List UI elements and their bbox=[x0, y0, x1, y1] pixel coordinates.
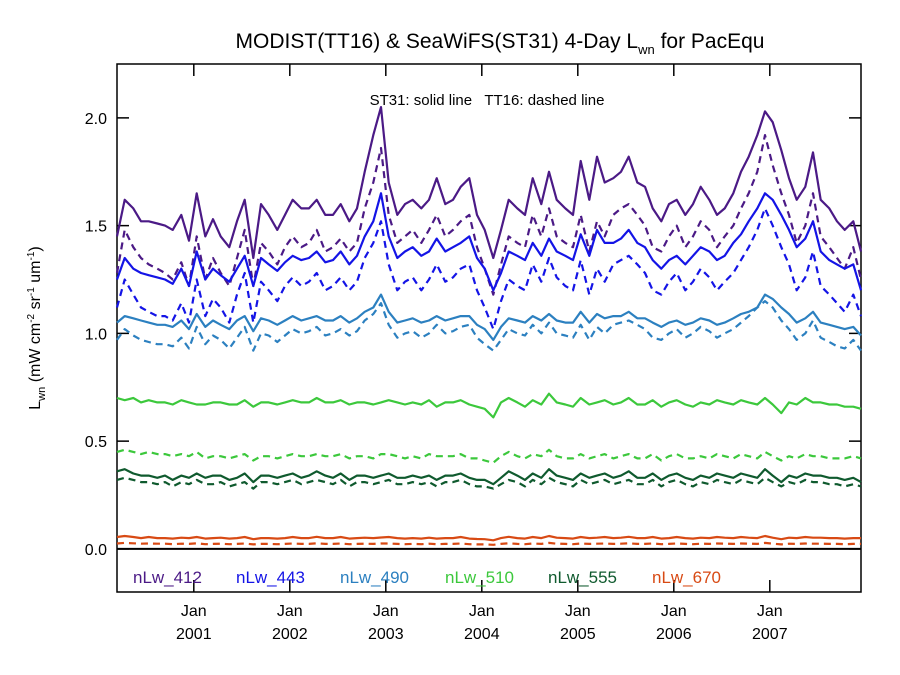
y-tick-label: 1.0 bbox=[85, 326, 107, 343]
x-axis-ticks: Jan 2001 Jan 2002 Jan 2003 Jan 2004 Jan 2005 Jan 20… bbox=[176, 64, 788, 643]
x-tick-label-year: 2007 bbox=[752, 626, 788, 643]
chart-title-tail: for PacEqu bbox=[655, 30, 765, 53]
chart-title-main: MODIST(TT16) & SeaWiFS(ST31) 4-Day L bbox=[236, 30, 639, 53]
x-tick-label-month: Jan bbox=[757, 603, 783, 620]
series-line-nlw-443-tt16 bbox=[115, 207, 863, 331]
series-line-nlw-670-tt16 bbox=[116, 541, 861, 546]
series-line-nlw-490-st31 bbox=[116, 293, 862, 341]
y-axis-label-mid: sr bbox=[27, 295, 44, 313]
y-axis-label-main: L bbox=[27, 401, 44, 410]
series-line-nlw-443-st31 bbox=[115, 192, 863, 292]
series-line-nlw-490-tt16 bbox=[116, 300, 862, 352]
legend-item-nlw-510: nLw_510 bbox=[445, 568, 514, 587]
series-line-nlw-412-st31 bbox=[115, 105, 863, 260]
legend: nLw_412 nLw_443 nLw_490 nLw_510 nLw_555 nLw_6… bbox=[133, 568, 721, 587]
series-line-nlw-510-tt16 bbox=[116, 448, 862, 464]
legend-item-nlw-490: nLw_490 bbox=[340, 568, 409, 587]
series-line-nlw-510-st31 bbox=[116, 392, 862, 419]
x-tick-label-year: 2002 bbox=[272, 626, 308, 643]
y-axis-label-exp2: -1 bbox=[26, 287, 37, 296]
legend-item-nlw-412: nLw_412 bbox=[133, 568, 202, 587]
x-tick-label-month: Jan bbox=[661, 603, 687, 620]
chart-title-subscript: wn bbox=[637, 42, 655, 57]
y-axis-label-exp1: -2 bbox=[26, 313, 37, 322]
y-tick-label: 2.0 bbox=[85, 111, 107, 128]
x-tick-label-year: 2006 bbox=[656, 626, 692, 643]
x-tick-label-month: Jan bbox=[181, 603, 207, 620]
legend-item-nlw-670: nLw_670 bbox=[652, 568, 721, 587]
y-axis-label: Lwn (mW cm-2 sr-1 um-1) bbox=[26, 246, 48, 409]
series-lines bbox=[115, 105, 863, 546]
y-tick-label: 1.5 bbox=[85, 219, 107, 236]
series-line-nlw-555-tt16 bbox=[116, 476, 862, 490]
x-tick-label-month: Jan bbox=[373, 603, 399, 620]
y-axis-label-mid2: um bbox=[27, 261, 44, 288]
x-tick-label-year: 2001 bbox=[176, 626, 212, 643]
y-axis-label-close: ) bbox=[27, 246, 44, 251]
series-line-nlw-412-tt16 bbox=[115, 134, 863, 296]
x-tick-label-year: 2004 bbox=[464, 626, 500, 643]
legend-item-nlw-443: nLw_443 bbox=[236, 568, 305, 587]
x-tick-label-month: Jan bbox=[469, 603, 495, 620]
plot-frame bbox=[116, 63, 862, 593]
x-tick-label-year: 2003 bbox=[368, 626, 404, 643]
x-tick-label-year: 2005 bbox=[560, 626, 596, 643]
y-tick-label: 0.5 bbox=[85, 434, 107, 451]
chart-title: MODIST(TT16) & SeaWiFS(ST31) 4-Day Lwn f… bbox=[236, 30, 765, 57]
x-tick-label-month: Jan bbox=[277, 603, 303, 620]
series-line-nlw-670-st31 bbox=[116, 534, 861, 542]
x-tick-label-month: Jan bbox=[565, 603, 591, 620]
y-axis-label-units: (mW cm bbox=[27, 323, 44, 387]
y-axis-label-exp3: -1 bbox=[26, 251, 37, 260]
legend-item-nlw-555: nLw_555 bbox=[548, 568, 617, 587]
y-tick-label: 0.0 bbox=[85, 542, 107, 559]
series-line-nlw-555-st31 bbox=[116, 468, 862, 486]
line-style-annotation: ST31: solid line TT16: dashed line bbox=[370, 92, 605, 109]
y-axis-label-sub: wn bbox=[36, 387, 48, 402]
